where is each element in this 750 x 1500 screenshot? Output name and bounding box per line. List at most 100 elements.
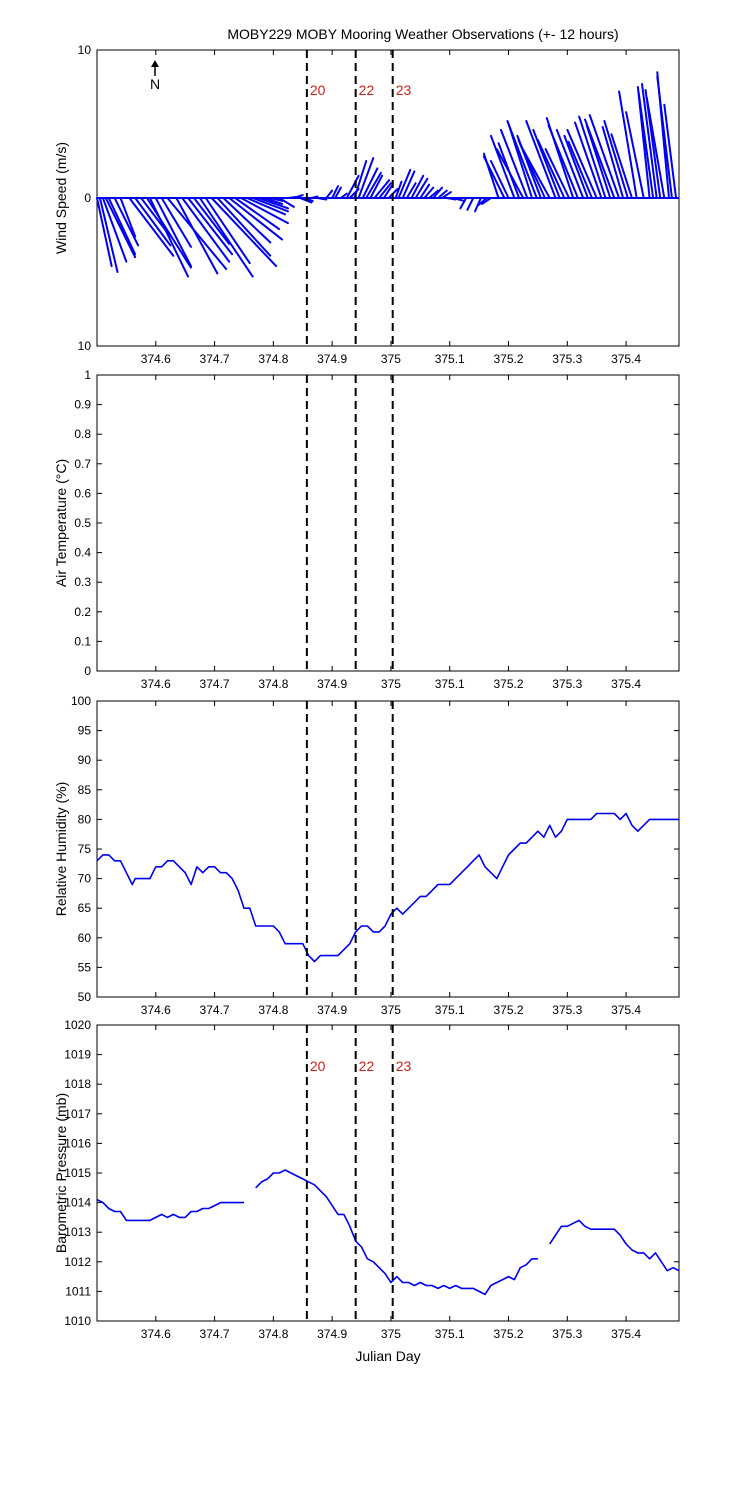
event-label: 20 xyxy=(310,82,326,98)
y-tick-label: 0 xyxy=(84,664,91,678)
plot-area xyxy=(96,374,680,672)
y-tick-label: 1019 xyxy=(64,1048,91,1062)
y-tick-label: 1012 xyxy=(64,1255,91,1269)
wind-vector xyxy=(298,197,313,204)
x-tick-label: 374.8 xyxy=(258,1003,288,1017)
y-axis-label: Barometric Pressure (mb) xyxy=(53,1093,69,1253)
x-tick-label: 375.4 xyxy=(611,1327,641,1341)
x-tick-label: 375 xyxy=(381,1327,401,1341)
wind-vector xyxy=(245,197,287,216)
y-tick-label: 10 xyxy=(78,43,92,57)
wind-vector xyxy=(148,197,190,278)
y-tick-label: 100 xyxy=(71,694,91,708)
wind-vector xyxy=(181,197,231,263)
wind-vector xyxy=(610,133,633,199)
y-tick-label: 0.1 xyxy=(74,634,91,648)
wind-vector xyxy=(345,174,360,199)
wind-vector xyxy=(316,197,328,201)
wind-vector xyxy=(544,148,571,199)
x-tick-label: 375.2 xyxy=(493,352,523,366)
x-axis-label: Julian Day xyxy=(355,1348,420,1364)
wind-vector xyxy=(222,197,272,244)
wind-vector xyxy=(107,197,137,256)
x-tick-label: 375 xyxy=(381,1003,401,1017)
wind-speed-panel: 374.6 374.7 374.8 374.9 375 375.1 375.2 375.3 37… xyxy=(53,43,680,366)
wind-vector xyxy=(506,120,538,199)
wind-vector xyxy=(489,160,510,199)
y-tick-label: 65 xyxy=(78,901,92,915)
wind-vector xyxy=(397,168,412,199)
x-tick-label: 375.1 xyxy=(435,1327,465,1341)
wind-vector xyxy=(96,197,113,268)
y-tick-label: 0.2 xyxy=(74,605,91,619)
wind-vector xyxy=(104,197,137,259)
y-tick-label: 0.9 xyxy=(74,398,91,412)
wind-vector xyxy=(451,197,466,202)
wind-vector xyxy=(325,189,334,199)
x-tick-label: 375.2 xyxy=(493,1327,523,1341)
y-tick-label: 50 xyxy=(78,990,92,1004)
y-tick-label: 10 xyxy=(78,339,92,353)
wind-vector xyxy=(302,197,314,202)
x-tick-label: 374.8 xyxy=(258,1327,288,1341)
wind-vector xyxy=(113,197,140,247)
x-tick-label: 374.7 xyxy=(200,1003,230,1017)
x-tick-label: 374.6 xyxy=(141,1003,171,1017)
air-temperature-panel: 374.6 374.7 374.8 374.9 375 375.1 375.2 375.3 37… xyxy=(53,368,680,691)
y-tick-label: 60 xyxy=(78,931,92,945)
wind-vector xyxy=(373,179,391,199)
wind-vector xyxy=(187,197,234,256)
wind-vector xyxy=(618,90,638,199)
wind-vector xyxy=(210,197,278,268)
y-tick-label: 0.3 xyxy=(74,575,91,589)
y-tick-label: 75 xyxy=(78,842,92,856)
wind-vector xyxy=(378,182,392,199)
wind-vector xyxy=(216,197,272,257)
wind-vector xyxy=(459,197,468,210)
figure-title: MOBY229 MOBY Mooring Weather Observation… xyxy=(227,26,618,42)
wind-vector xyxy=(353,160,368,199)
wind-vector xyxy=(234,197,281,231)
y-tick-label: 1020 xyxy=(64,1018,91,1032)
x-tick-label: 374.8 xyxy=(258,352,288,366)
wind-vector xyxy=(482,155,506,199)
x-tick-label: 374.9 xyxy=(317,1003,347,1017)
wind-vector xyxy=(637,90,655,199)
wind-vector xyxy=(382,183,394,199)
wind-vector xyxy=(369,174,384,199)
wind-vector xyxy=(145,197,192,269)
wind-vector xyxy=(567,140,593,199)
wind-vector xyxy=(257,197,289,210)
wind-vector xyxy=(663,103,678,199)
wind-vector xyxy=(263,197,284,205)
y-axis-label: Air Temperature (°C) xyxy=(53,459,69,587)
y-tick-label: 0.7 xyxy=(74,457,91,471)
north-label: N xyxy=(150,76,160,92)
wind-vector xyxy=(175,197,219,275)
wind-vector xyxy=(574,121,603,199)
wind-vector xyxy=(625,111,645,199)
wind-vector xyxy=(278,197,295,208)
y-tick-label: 1018 xyxy=(64,1077,91,1091)
plot-area xyxy=(96,1024,680,1322)
wind-vector xyxy=(466,197,475,211)
wind-vector xyxy=(357,157,375,199)
wind-vector xyxy=(432,186,444,199)
y-tick-label: 1 xyxy=(84,368,91,382)
wind-vector xyxy=(656,75,673,199)
wind-vector xyxy=(601,125,625,199)
barometric-pressure-panel: 374.6 374.7 374.8 374.9 375 375.1 375.2 375.3 37… xyxy=(53,1018,680,1364)
wind-vector xyxy=(269,197,284,202)
wind-vector xyxy=(310,195,319,199)
y-tick-label: 1015 xyxy=(64,1166,91,1180)
wind-vector xyxy=(489,134,516,199)
x-tick-label: 375 xyxy=(381,677,401,691)
relative-humidity-panel: 374.6 374.7 374.8 374.9 375 375.1 375.2 375.3 37… xyxy=(53,694,680,1017)
x-tick-label: 375.2 xyxy=(493,1003,523,1017)
north-arrow-icon xyxy=(151,60,159,67)
y-tick-label: 1017 xyxy=(64,1107,91,1121)
wind-vector xyxy=(555,128,585,199)
event-label: 20 xyxy=(310,1058,326,1074)
x-tick-label: 374.9 xyxy=(317,677,347,691)
